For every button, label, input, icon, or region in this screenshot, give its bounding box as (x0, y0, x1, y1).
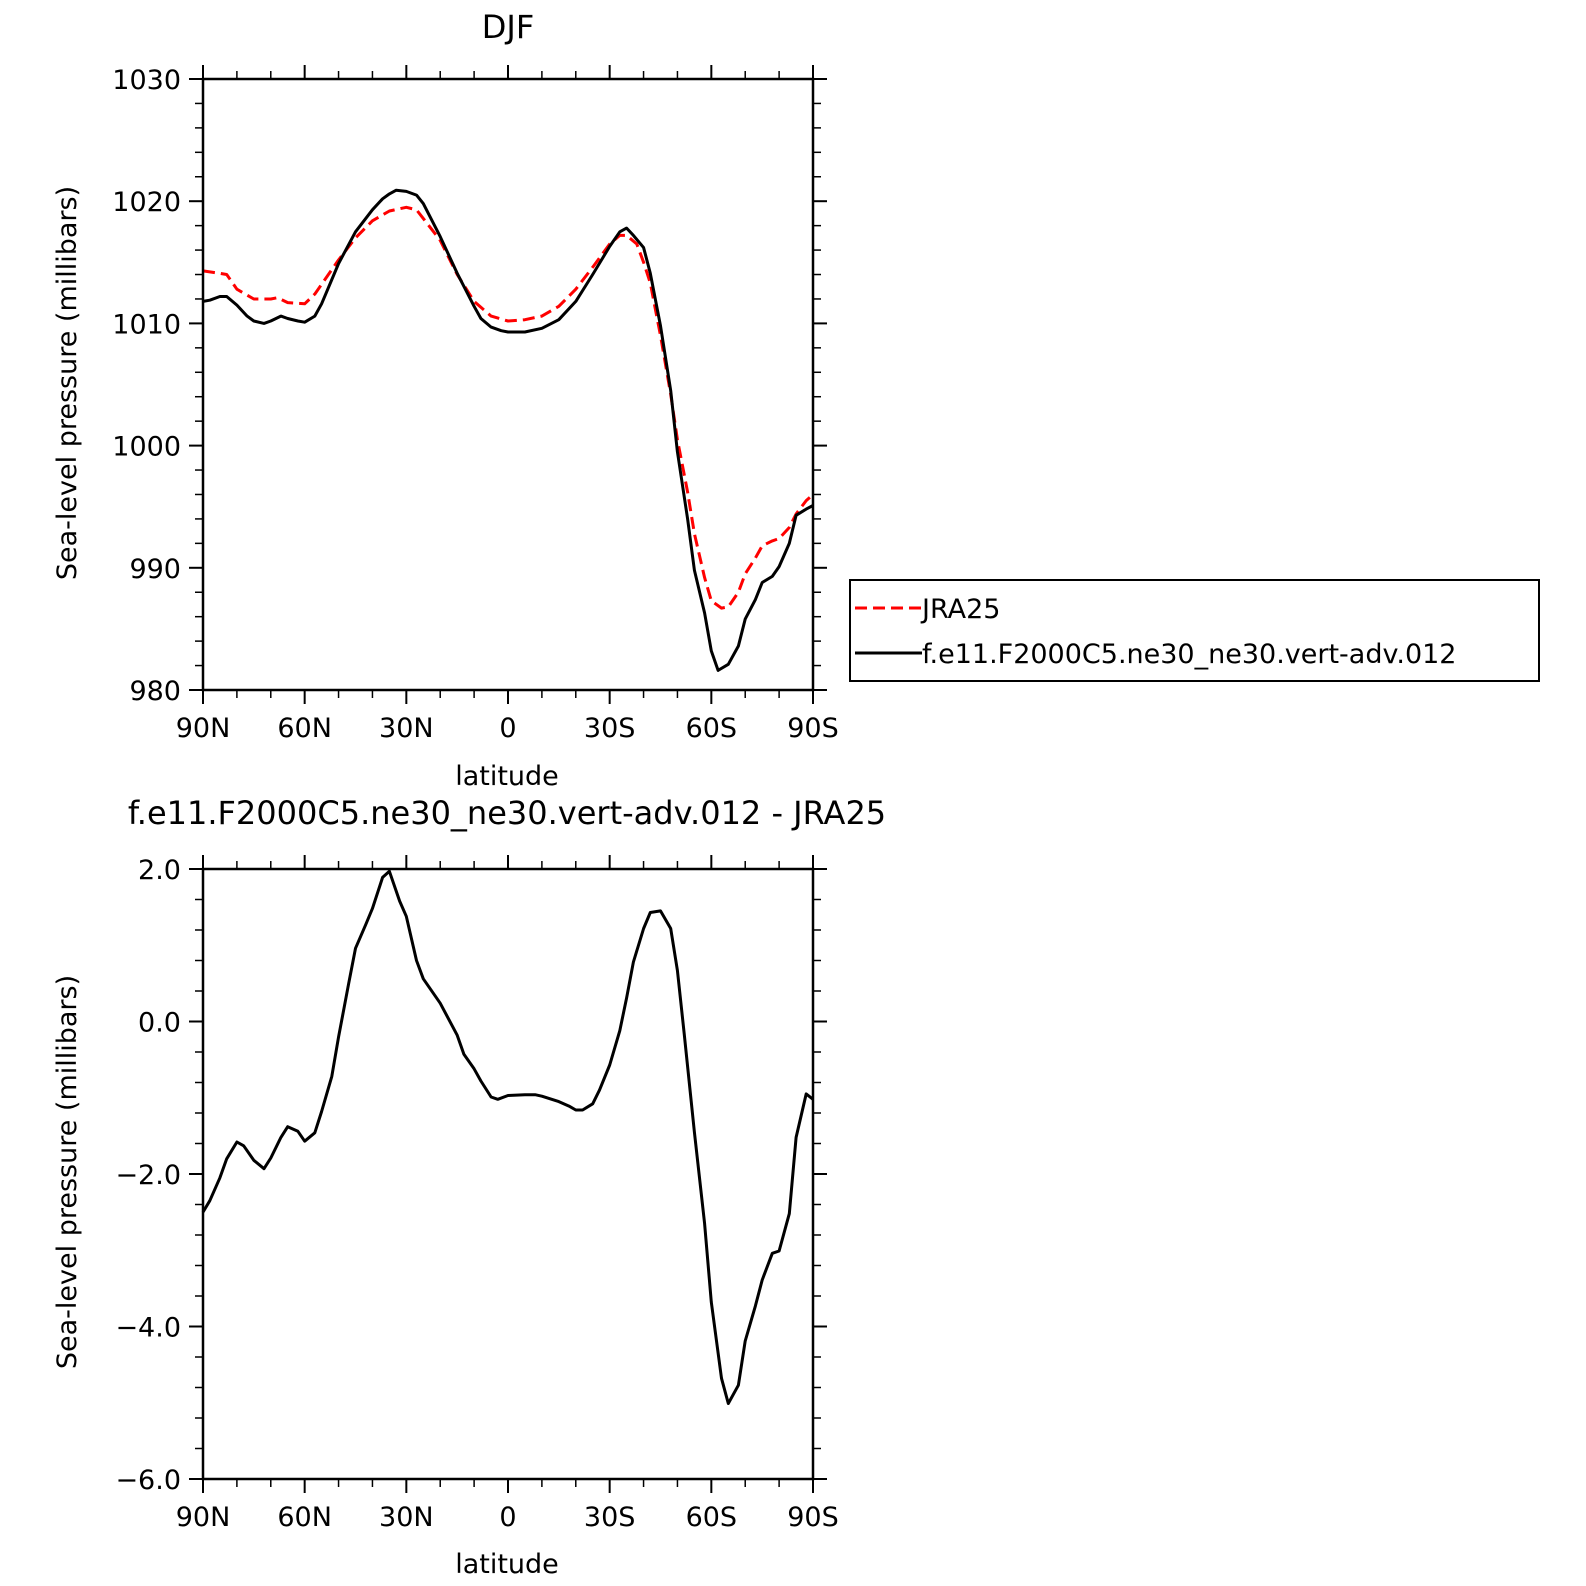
top-chart-title: DJF (482, 8, 534, 46)
legend-label-model: f.e11.F2000C5.ne30_ne30.vert-adv.012 (922, 639, 1456, 670)
bottom-y-tick-label: 0.0 (138, 1008, 181, 1039)
bottom-chart-plot-frame (201, 867, 815, 1481)
top-y-tick-label: 1010 (112, 309, 181, 340)
top-series-line-0 (202, 205, 815, 610)
bottom-series-line-0 (201, 869, 814, 1405)
top-y-tick-label: 1000 (112, 432, 181, 463)
bottom-x-tick-label: 0 (499, 1502, 516, 1533)
bottom-chart-title: f.e11.F2000C5.ne30_ne30.vert-adv.012 - J… (128, 794, 886, 832)
top-y-axis-title: Sea-level pressure (millibars) (52, 186, 83, 580)
bottom-x-tick-label: 90S (787, 1502, 839, 1533)
top-x-tick-label: 60N (277, 713, 332, 744)
top-chart-series (202, 188, 815, 672)
bottom-x-tick-label: 60N (277, 1502, 332, 1533)
top-x-tick-label: 90N (176, 713, 231, 744)
bottom-y-tick-label: 2.0 (138, 855, 181, 886)
bottom-x-tick-label: 90N (176, 1502, 231, 1533)
bottom-y-tick-label: −6.0 (115, 1465, 181, 1496)
top-chart-ticks (189, 65, 827, 704)
top-y-tick-label: 1020 (112, 187, 181, 218)
bottom-y-axis-title: Sea-level pressure (millibars) (52, 975, 83, 1369)
bottom-chart-tick-labels: 90N 60N 30N 0 30S 60S 90S −6.0 −4.0 −2.0 0.0 2.0 (115, 855, 838, 1533)
legend-box (849, 579, 1540, 682)
bottom-y-tick-label: −4.0 (115, 1313, 181, 1344)
top-x-axis-title: latitude (455, 761, 559, 792)
bottom-x-tick-label: 30N (379, 1502, 434, 1533)
top-x-tick-label: 90S (787, 713, 839, 744)
top-y-tick-label: 980 (129, 676, 181, 707)
top-x-tick-label: 0 (499, 713, 516, 744)
legend-label-jra25: JRA25 (920, 594, 1000, 625)
top-y-tick-label: 1030 (112, 65, 181, 96)
bottom-chart-ticks (189, 855, 827, 1493)
bottom-x-tick-label: 60S (686, 1502, 738, 1533)
bottom-chart-series (201, 869, 814, 1405)
top-chart-legend: JRA25 f.e11.F2000C5.ne30_ne30.vert-adv.0… (849, 579, 1540, 682)
top-chart-panel: DJF Sea-level pressure (millibars) latit… (52, 8, 1540, 792)
top-y-tick-label: 990 (129, 554, 181, 585)
top-x-tick-label: 60S (686, 713, 738, 744)
bottom-chart-panel: f.e11.F2000C5.ne30_ne30.vert-adv.012 - J… (52, 794, 886, 1580)
top-chart-tick-labels: 90N 60N 30N 0 30S 60S 90S 980 990 1000 1010 1020 103… (112, 65, 838, 744)
top-series-line-1 (202, 188, 814, 672)
top-x-tick-label: 30S (584, 713, 636, 744)
bottom-x-axis-title: latitude (455, 1549, 559, 1580)
top-chart-plot-frame (201, 77, 815, 692)
bottom-x-tick-label: 30S (584, 1502, 636, 1533)
top-x-tick-label: 30N (379, 713, 434, 744)
bottom-y-tick-label: −2.0 (115, 1160, 181, 1191)
